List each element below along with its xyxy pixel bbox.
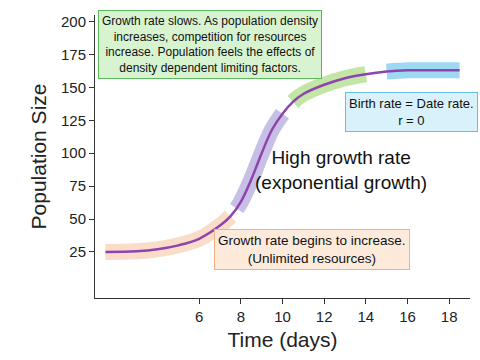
svg-text:18: 18: [441, 308, 458, 325]
svg-text:12: 12: [316, 308, 333, 325]
svg-text:10: 10: [274, 308, 291, 325]
svg-text:Population Size: Population Size: [27, 84, 50, 230]
svg-text:Birth rate = Date rate.r = 0: Birth rate = Date rate.r = 0: [349, 96, 474, 128]
svg-text:Growth rate slows. As populati: Growth rate slows. As population density…: [102, 14, 318, 75]
svg-text:25: 25: [69, 243, 86, 260]
svg-text:150: 150: [61, 79, 86, 96]
svg-text:Growth rate begins to increase: Growth rate begins to increase.(Unlimite…: [218, 233, 406, 266]
svg-text:200: 200: [61, 13, 86, 30]
svg-text:Time (days): Time (days): [227, 328, 337, 351]
svg-text:100: 100: [61, 144, 86, 161]
svg-text:175: 175: [61, 46, 86, 63]
svg-text:50: 50: [69, 210, 86, 227]
svg-text:High growth rate(exponential g: High growth rate(exponential growth): [255, 147, 427, 193]
svg-text:16: 16: [399, 308, 416, 325]
svg-text:14: 14: [357, 308, 374, 325]
svg-text:6: 6: [195, 308, 203, 325]
svg-text:75: 75: [69, 177, 86, 194]
svg-text:8: 8: [237, 308, 245, 325]
svg-text:125: 125: [61, 112, 86, 129]
